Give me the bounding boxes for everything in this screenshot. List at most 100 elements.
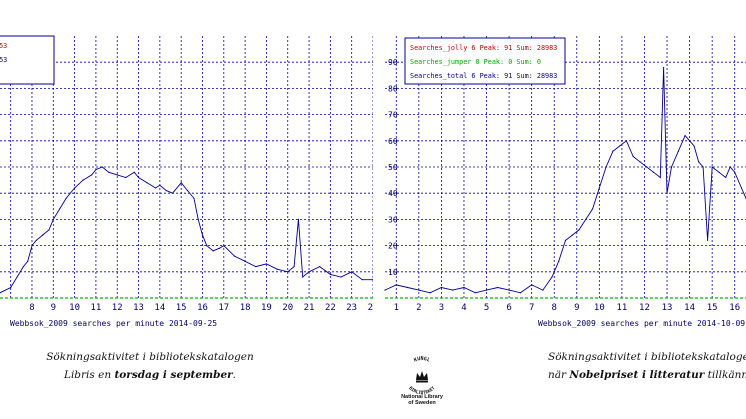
y-tick-label: 70 (388, 111, 398, 120)
data-point (612, 150, 614, 152)
data-point (197, 218, 199, 220)
data-point (351, 271, 353, 273)
data-point (265, 263, 268, 265)
data-point (308, 271, 310, 273)
data-point (646, 166, 648, 168)
legend-entry: 853 (0, 42, 7, 50)
right-caption: Sökningsaktivitet i bibliotekskatalogen … (548, 348, 746, 384)
data-point (329, 273, 331, 276)
right-caption-line2-pre: när (548, 369, 570, 381)
data-point (165, 189, 167, 192)
data-point (659, 176, 661, 179)
x-tick-label: 4 (461, 303, 466, 313)
x-tick-label: 13 (662, 303, 673, 313)
data-point (48, 229, 50, 231)
data-point (625, 140, 628, 142)
y-tick-label: 60 (388, 137, 398, 146)
data-point (91, 174, 93, 176)
data-point (564, 239, 567, 241)
chart-1: 1 2 3 4 5 6 7 8 9 10 11 12 13 14 15 1610203040506070809… (384, 36, 746, 328)
data-point (585, 218, 587, 220)
data-point (452, 289, 454, 291)
x-tick-label: 24 (368, 303, 373, 313)
data-point (59, 208, 61, 210)
data-point (519, 292, 521, 294)
data-point (652, 171, 655, 173)
x-tick-label: 7 (529, 303, 534, 313)
x-tick-label: 5 (484, 303, 489, 313)
data-point (497, 286, 499, 289)
logo-line2: of Sweden (408, 400, 436, 406)
data-point (619, 145, 621, 147)
data-point (639, 161, 641, 163)
data-point (372, 279, 373, 281)
svg-text:KUNGL: KUNGL (413, 356, 431, 364)
legend-entry: 853 (0, 56, 7, 64)
data-point (729, 166, 731, 168)
data-point (27, 260, 29, 262)
data-point (146, 182, 148, 184)
data-point (663, 66, 665, 69)
x-tick-label: 12 (112, 303, 123, 313)
data-point (734, 171, 736, 173)
y-tick-label: 80 (388, 84, 398, 93)
data-point (677, 150, 679, 152)
chart-title: Webbsok_2009 searches per minute 2014-10… (538, 319, 745, 328)
x-tick-label: 14 (154, 303, 165, 313)
data-point (740, 187, 743, 189)
y-tick-label: 10 (388, 268, 398, 277)
data-point (474, 292, 476, 294)
x-tick-label: 10 (69, 303, 80, 313)
x-tick-label: 13 (133, 303, 144, 313)
x-tick-label: 11 (616, 303, 627, 313)
left-caption-line2-pre: Libris en (63, 369, 115, 381)
x-tick-label: 8 (29, 303, 34, 313)
x-tick-label: 9 (51, 303, 56, 313)
data-point (223, 245, 225, 247)
data-point (116, 174, 118, 176)
data-point (571, 234, 573, 236)
data-point (297, 218, 299, 220)
x-tick-label: 16 (729, 303, 740, 313)
x-tick-label: 10 (594, 303, 605, 313)
library-logo: KUNGL BIBLIOTEKET (394, 356, 450, 406)
data-point (418, 289, 420, 291)
data-point (31, 245, 33, 247)
data-point (707, 239, 709, 241)
data-point (293, 265, 295, 268)
data-point (193, 197, 195, 200)
data-point (508, 289, 510, 291)
x-tick-label: 19 (261, 303, 272, 313)
data-point (137, 176, 140, 179)
y-tick-label: 20 (388, 242, 398, 251)
data-point (255, 265, 257, 268)
chart-0: 8 9 10 11 12 13 14 15 16 17 18 19 20 21 22 23 24 Webbsok_… (0, 35, 373, 328)
data-point (133, 171, 135, 173)
data-point (670, 166, 673, 168)
data-point (384, 289, 386, 291)
y-tick-label: 90 (388, 58, 398, 67)
data-point (302, 276, 304, 278)
data-point (558, 260, 560, 262)
data-point (276, 268, 278, 270)
logo-arc-bottom: BIBLIOTEKET (408, 385, 437, 396)
data-point (698, 161, 700, 163)
data-point (65, 197, 67, 200)
svg-text:BIBLIOTEKET: BIBLIOTEKET (408, 385, 437, 394)
x-tick-label: 18 (240, 303, 251, 313)
legend-box (404, 37, 566, 85)
y-tick-label: 40 (388, 189, 398, 198)
left-caption-line2-bold: torsdag i september (114, 369, 233, 381)
right-caption-line2-bold: Nobelpriset i litteratur (569, 369, 705, 381)
data-point (591, 208, 594, 210)
series-line-0 (384, 67, 746, 294)
data-point (244, 260, 246, 262)
data-point (702, 166, 704, 168)
data-point (154, 187, 157, 189)
right-chart-panel: 1 2 3 4 5 6 7 8 9 10 11 12 13 14 15 16 10 20 30 40 50 60 70 80 9… (373, 0, 746, 335)
data-point (212, 250, 214, 252)
data-point (201, 234, 204, 236)
data-point (340, 276, 342, 278)
legend-entry: Searches_total 6 Peak: 91 Sum: 28983 (410, 72, 557, 80)
data-point (531, 284, 533, 286)
